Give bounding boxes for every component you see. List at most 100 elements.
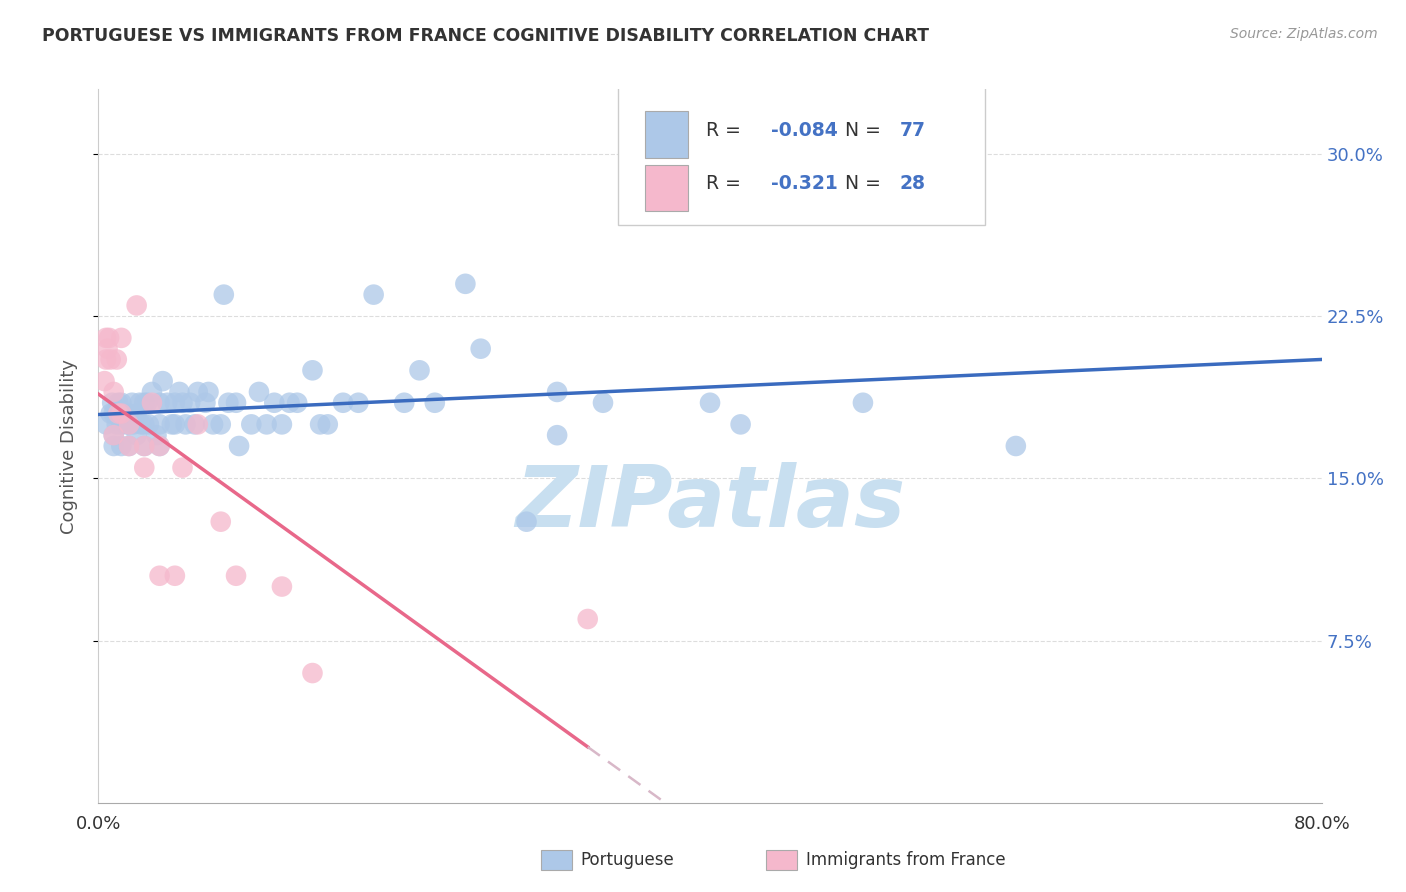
Point [592,396,614,410]
Point [316,417,339,432]
Point [309,417,332,432]
Point [105,352,128,367]
Point [100,407,122,421]
Point [179,396,201,410]
Point [172,460,194,475]
Point [141,384,163,399]
Point [1004,439,1026,453]
Point [134,439,156,453]
Point [730,417,752,432]
Point [212,287,235,301]
Point [197,384,219,399]
Point [118,417,141,432]
Point [110,396,132,410]
Point [110,439,132,453]
Point [149,568,172,582]
Point [129,417,152,432]
Point [105,417,128,432]
Point [128,396,150,410]
Y-axis label: Cognitive Disability: Cognitive Disability [59,359,77,533]
Point [107,407,129,421]
Point [98,331,121,345]
Text: -0.321: -0.321 [772,175,838,194]
Point [118,439,141,453]
Point [576,612,599,626]
Point [423,396,446,410]
Point [118,407,141,421]
Point [270,417,292,432]
Point [546,428,568,442]
Point [301,666,323,681]
Text: -0.084: -0.084 [772,120,838,140]
Point [149,439,172,453]
Point [110,417,132,432]
Point [136,396,159,410]
Point [138,417,160,432]
Point [699,396,721,410]
Point [516,515,538,529]
Point [101,396,124,410]
Point [278,396,301,410]
Point [202,417,225,432]
Text: 28: 28 [900,175,925,194]
Point [546,384,568,399]
Point [363,287,385,301]
Point [103,407,125,421]
Point [94,331,117,345]
Point [240,417,263,432]
Point [247,384,270,399]
Point [332,396,354,410]
Point [187,417,209,432]
Point [194,396,217,410]
Point [145,428,167,442]
Point [97,342,120,356]
Point [100,352,122,367]
Point [187,384,209,399]
Point [347,396,370,410]
Point [256,417,278,432]
Point [121,396,143,410]
Point [225,396,247,410]
Point [149,417,172,432]
Point [392,396,416,410]
Point [228,439,250,453]
Point [122,417,145,432]
Point [637,201,661,215]
Point [103,384,125,399]
FancyBboxPatch shape [645,165,688,211]
Point [149,396,172,410]
Text: R =: R = [706,175,747,194]
Point [134,396,156,410]
Point [209,515,232,529]
Point [134,460,156,475]
Text: Portuguese: Portuguese [581,851,675,869]
Point [184,417,207,432]
Point [141,396,163,410]
Point [263,396,285,410]
Point [118,417,141,432]
Point [163,396,186,410]
Point [172,396,194,410]
Text: N =: N = [845,175,886,194]
Point [160,417,183,432]
Point [163,568,186,582]
Point [852,396,875,410]
Point [225,568,247,582]
Point [107,396,129,410]
Point [134,439,156,453]
Point [408,363,430,377]
Point [217,396,239,410]
Point [110,407,132,421]
Point [163,417,186,432]
Point [149,439,172,453]
FancyBboxPatch shape [619,86,986,225]
Point [470,342,492,356]
Point [209,417,232,432]
Text: PORTUGUESE VS IMMIGRANTS FROM FRANCE COGNITIVE DISABILITY CORRELATION CHART: PORTUGUESE VS IMMIGRANTS FROM FRANCE COG… [42,27,929,45]
Point [118,439,141,453]
Text: N =: N = [845,120,886,140]
Point [134,417,156,432]
Point [169,384,191,399]
Text: R =: R = [706,120,747,140]
Point [94,352,117,367]
